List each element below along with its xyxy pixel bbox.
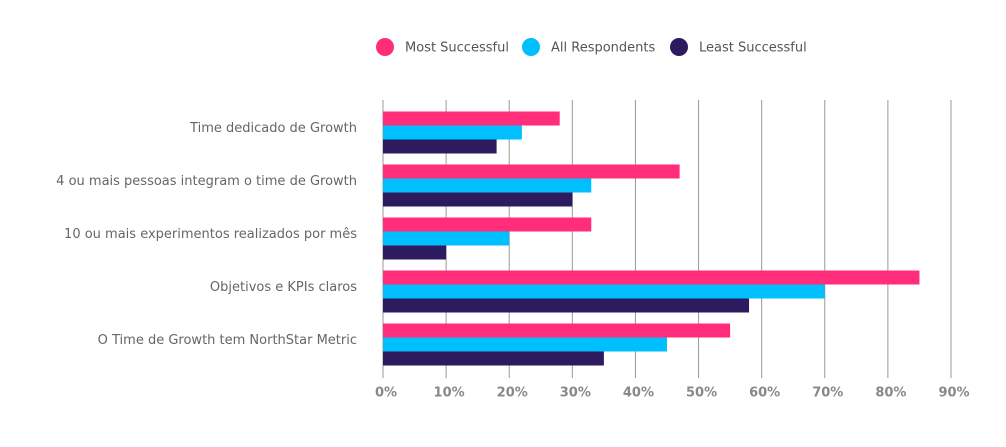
x-tick-label: 90%	[938, 386, 969, 401]
x-tick-label: 80%	[875, 386, 906, 401]
bar	[383, 139, 497, 154]
bar	[383, 270, 920, 285]
y-tick-label: Time dedicado de Growth	[189, 121, 357, 136]
y-tick-label: Objetivos e KPIs claros	[210, 280, 357, 295]
bar	[383, 351, 604, 366]
bar	[383, 284, 825, 299]
x-tick-label: 30%	[560, 386, 591, 401]
x-tick-label: 40%	[623, 386, 654, 401]
x-tick-label: 10%	[434, 386, 465, 401]
x-tick-label: 70%	[812, 386, 843, 401]
x-tick-label: 20%	[497, 386, 528, 401]
legend-marker	[670, 38, 688, 56]
y-tick-label: 4 ou mais pessoas integram o time de Gro…	[56, 174, 357, 189]
legend-label: Most Successful	[405, 41, 509, 56]
legend-marker	[376, 38, 394, 56]
x-tick-label: 60%	[749, 386, 780, 401]
legend-marker	[522, 38, 540, 56]
bar	[383, 323, 731, 338]
bar	[383, 231, 510, 246]
bar	[383, 298, 750, 313]
bar	[383, 245, 447, 260]
y-tick-label: O Time de Growth tem NorthStar Metric	[98, 333, 357, 348]
x-tick-label: 50%	[686, 386, 717, 401]
legend-label: Least Successful	[699, 41, 807, 56]
bar	[383, 111, 560, 126]
bar	[383, 125, 522, 140]
x-tick-label: 0%	[375, 386, 397, 401]
bar	[383, 337, 667, 352]
y-tick-label: 10 ou mais experimentos realizados por m…	[64, 227, 357, 242]
legend-label: All Respondents	[551, 41, 656, 56]
bar	[383, 178, 592, 193]
bar	[383, 164, 680, 179]
bar	[383, 192, 573, 207]
bar	[383, 217, 592, 232]
